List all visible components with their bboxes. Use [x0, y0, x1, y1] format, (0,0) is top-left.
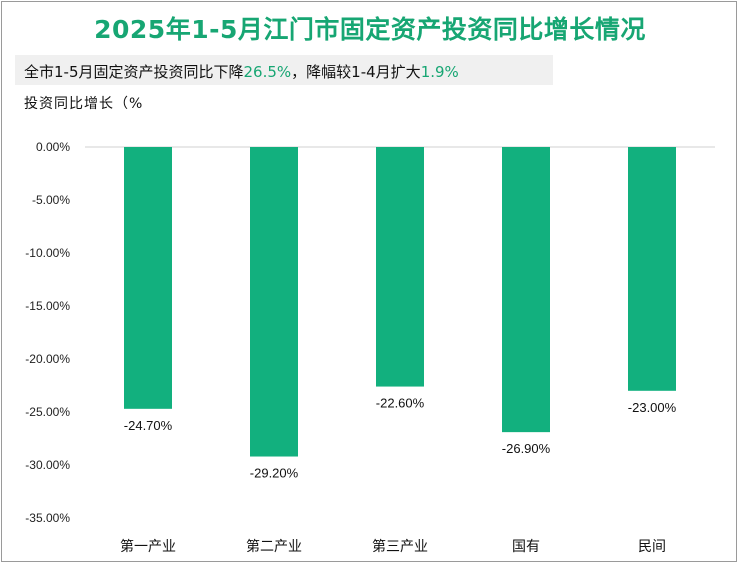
y-axis-label: 投资同比增长（% [24, 96, 144, 112]
y-tick-label: -30.00% [25, 458, 70, 472]
x-category-label: 第三产业 [372, 538, 428, 555]
y-tick-label: -10.00% [25, 246, 70, 260]
chart-subtitle: 全市1-5月固定资产投资同比下降26.5%，降幅较1-4月扩大1.9% [24, 61, 459, 82]
data-label: -29.20% [250, 466, 299, 481]
bar [250, 147, 298, 457]
bar [376, 147, 424, 387]
y-tick-label: -5.00% [32, 193, 70, 207]
subtitle-box [15, 55, 553, 85]
chart-title: 2025年1-5月江门市固定资产投资同比增长情况 [94, 15, 646, 44]
data-label: -26.90% [502, 441, 551, 456]
y-tick-label: 0.00% [36, 140, 70, 154]
x-category-label: 国有 [512, 539, 540, 555]
subtitle-text-1: 全市1-5月固定资产投资同比下降 [24, 63, 244, 81]
y-tick-label: -35.00% [25, 511, 70, 525]
bar [628, 147, 676, 391]
subtitle-value-1: 26.5% [243, 63, 292, 81]
data-label: -24.70% [124, 418, 173, 433]
bar [502, 147, 550, 433]
x-category-label: 第二产业 [246, 538, 302, 555]
y-tick-label: -15.00% [25, 299, 70, 313]
x-category-label: 民间 [638, 539, 666, 555]
data-label: -23.00% [628, 400, 677, 415]
subtitle-value-2: 1.9% [420, 63, 459, 81]
bar [124, 147, 172, 409]
x-category-label: 第一产业 [120, 538, 176, 555]
subtitle-text-2: ，降幅较1-4月扩大 [291, 63, 421, 81]
y-tick-label: -25.00% [25, 405, 70, 419]
data-label: -22.60% [376, 396, 425, 411]
y-tick-label: -20.00% [25, 352, 70, 366]
